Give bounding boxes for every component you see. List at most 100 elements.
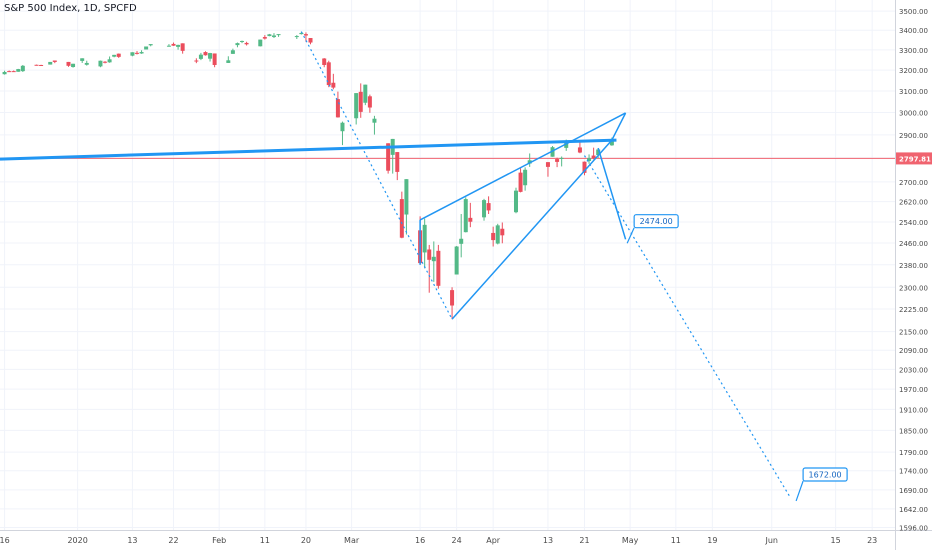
time-tick-label: 11 [260, 536, 270, 545]
candle-body [482, 200, 487, 218]
candle-body [518, 172, 523, 192]
candle-body [372, 118, 377, 123]
price-tick-label: 1790.00 [899, 449, 928, 457]
candle-body [139, 52, 144, 54]
candle-body [395, 152, 400, 172]
candle-body [308, 38, 313, 43]
candle-body [322, 58, 327, 65]
candle-body [203, 52, 208, 56]
candle-body [404, 179, 409, 215]
candle-body [545, 162, 550, 167]
price-tick-label: 3500.00 [899, 8, 928, 16]
wedge-lower-line[interactable] [451, 139, 613, 320]
candle-body [11, 71, 16, 73]
candle-body [262, 37, 267, 39]
dotted-projection-line[interactable] [583, 155, 791, 498]
time-tick-label: Mar [344, 536, 360, 545]
candle-body [303, 34, 308, 36]
candle-body [230, 50, 235, 54]
current-price-label: 2797.81 [899, 155, 931, 163]
candle-body [436, 250, 441, 286]
candle-body [130, 52, 135, 56]
candle-body [84, 62, 89, 65]
candle-body [459, 238, 464, 244]
price-tick-label: 3300.00 [899, 47, 928, 55]
candle-body [166, 45, 171, 47]
price-tick-label: 2150.00 [899, 329, 928, 337]
time-tick-label: 16 [415, 536, 425, 545]
price-tick-label: 1642.00 [899, 506, 928, 514]
price-tick-label: 1740.00 [899, 468, 928, 476]
price-tick-label: 1690.00 [899, 487, 928, 495]
candle-body [523, 169, 528, 186]
candle-body [468, 217, 473, 222]
candle-body [39, 64, 44, 66]
price-tick-label: 2700.00 [899, 179, 928, 187]
time-tick-label: 13 [543, 536, 553, 545]
candle-body [52, 60, 57, 62]
price-tick-label: 3000.00 [899, 110, 928, 118]
callout-box[interactable] [633, 214, 679, 229]
dotted-projection-line[interactable] [300, 31, 453, 320]
candle-body [258, 39, 263, 47]
candle-body [212, 53, 217, 65]
target-path-line[interactable] [597, 147, 627, 240]
candle-body [577, 147, 582, 153]
candle-body [2, 71, 7, 75]
price-tick-label: 2900.00 [899, 132, 928, 140]
candle-body [495, 225, 500, 244]
candle-body [66, 61, 71, 66]
time-tick-label: Jun [764, 536, 778, 545]
time-tick-label: 24 [452, 536, 462, 545]
candle-body [294, 36, 299, 38]
candle-body [144, 46, 149, 50]
callout-box[interactable] [802, 467, 848, 482]
price-tick-label: 1596.00 [899, 525, 928, 533]
candle-body [386, 143, 391, 171]
candle-body [431, 256, 436, 262]
candle-body [198, 54, 203, 59]
candle-body [103, 61, 108, 63]
candle-body [486, 203, 491, 211]
price-tick-label: 2460.00 [899, 240, 928, 248]
chart-title: S&P 500 Index, 1D, SPCFD [4, 3, 137, 14]
candle-body [450, 290, 455, 306]
candle-body [240, 40, 245, 42]
candle-body [582, 161, 587, 173]
candle-body [299, 32, 304, 35]
price-tick-label: 2090.00 [899, 347, 928, 355]
price-tick-label: 2540.00 [899, 219, 928, 227]
candle-body [271, 35, 276, 38]
candle-body [527, 160, 532, 164]
candle-body [550, 147, 555, 157]
time-tick-label: 19 [707, 536, 717, 545]
candle-body [331, 82, 336, 88]
candle-body [134, 52, 139, 54]
time-tick-label: 15 [831, 536, 841, 545]
price-tick-label: 1850.00 [899, 427, 928, 435]
time-tick-label: 22 [168, 536, 178, 545]
candle-body [399, 199, 404, 238]
wedge-apex-edge[interactable] [611, 112, 627, 141]
candle-body [208, 53, 213, 59]
candle-body [276, 34, 281, 36]
candle-body [48, 61, 53, 65]
candle-body [235, 43, 240, 46]
current-price-tag [896, 152, 932, 165]
resistance-trendline[interactable] [0, 138, 617, 161]
wedge-upper-line[interactable] [419, 112, 626, 221]
candle-body [176, 44, 181, 47]
price-tick-label: 1910.00 [899, 406, 928, 414]
candle-body [244, 42, 249, 45]
price-tick-label: 2300.00 [899, 284, 928, 292]
candle-body [513, 190, 518, 213]
candle-body [596, 149, 601, 156]
price-tick-label: 2620.00 [899, 199, 928, 207]
candle-body [367, 96, 372, 108]
candle-body [180, 43, 185, 51]
candle-body [112, 54, 117, 57]
time-tick-label: 11 [671, 536, 681, 545]
time-tick-label: 2020 [67, 536, 87, 545]
